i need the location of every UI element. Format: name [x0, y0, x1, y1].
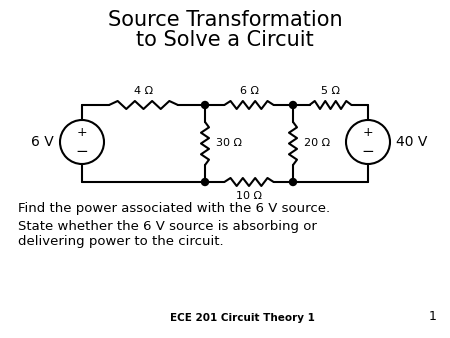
- Text: +: +: [76, 126, 87, 139]
- Text: −: −: [362, 144, 374, 160]
- Text: to Solve a Circuit: to Solve a Circuit: [136, 30, 314, 50]
- Text: 6 Ω: 6 Ω: [239, 86, 258, 96]
- Text: State whether the 6 V source is absorbing or
delivering power to the circuit.: State whether the 6 V source is absorbin…: [18, 220, 317, 248]
- Text: 10 Ω: 10 Ω: [236, 191, 262, 201]
- Text: 6 V: 6 V: [31, 135, 54, 149]
- Text: +: +: [363, 126, 374, 139]
- Text: 1: 1: [429, 310, 437, 323]
- Text: Find the power associated with the 6 V source.: Find the power associated with the 6 V s…: [18, 202, 330, 215]
- Circle shape: [289, 178, 297, 186]
- Text: ECE 201 Circuit Theory 1: ECE 201 Circuit Theory 1: [170, 313, 315, 323]
- Text: 4 Ω: 4 Ω: [134, 86, 153, 96]
- Text: −: −: [76, 144, 88, 160]
- Text: 30 Ω: 30 Ω: [216, 139, 242, 148]
- Text: 5 Ω: 5 Ω: [321, 86, 340, 96]
- Circle shape: [202, 101, 208, 108]
- Circle shape: [289, 101, 297, 108]
- Text: Source Transformation: Source Transformation: [108, 10, 342, 30]
- Circle shape: [202, 178, 208, 186]
- Text: 40 V: 40 V: [396, 135, 428, 149]
- Text: 20 Ω: 20 Ω: [304, 139, 330, 148]
